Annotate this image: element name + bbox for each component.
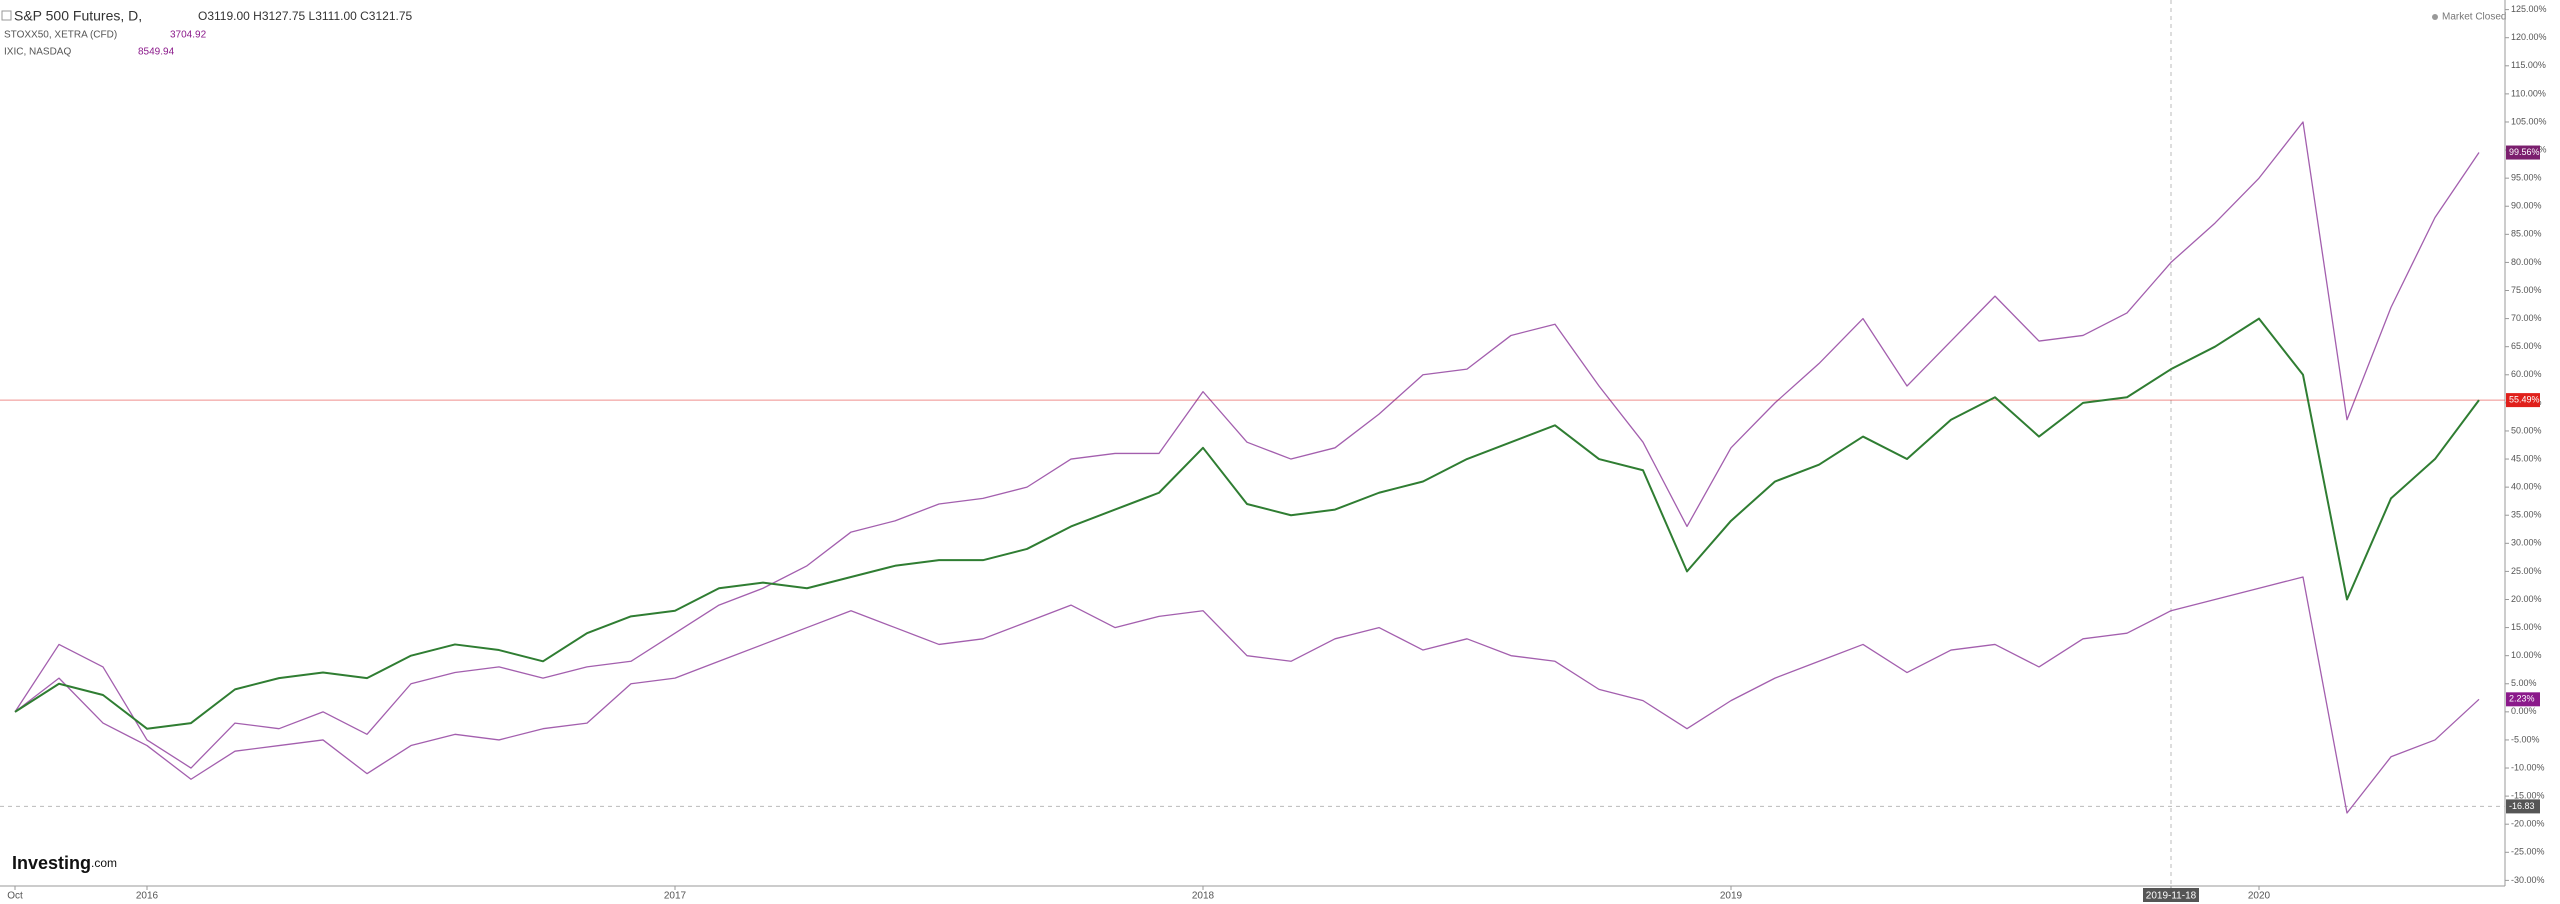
end-label: 99.56% bbox=[2509, 147, 2540, 157]
y-tick-label: -10.00% bbox=[2511, 762, 2545, 772]
brand: Investing.com bbox=[12, 853, 117, 873]
y-tick-label: 20.00% bbox=[2511, 594, 2542, 604]
series-line bbox=[14, 121, 2480, 769]
compare-last: 3704.92 bbox=[170, 30, 207, 41]
end-label: 55.49% bbox=[2509, 394, 2540, 404]
y-tick-label: 0.00% bbox=[2511, 706, 2537, 716]
end-label-box bbox=[2506, 692, 2540, 707]
status-dot bbox=[2432, 14, 2438, 20]
x-tick-label: 2016 bbox=[136, 891, 159, 902]
collapse-icon[interactable] bbox=[1, 10, 12, 21]
x-tick-label: 2019 bbox=[1720, 891, 1743, 902]
y-tick-label: 35.00% bbox=[2511, 510, 2542, 520]
crosshair-y-box bbox=[2506, 799, 2540, 814]
y-tick-label: -5.00% bbox=[2511, 734, 2540, 744]
y-tick-label: 50.00% bbox=[2511, 425, 2542, 435]
y-tick-label: -15.00% bbox=[2511, 790, 2545, 800]
y-tick-label: 60.00% bbox=[2511, 369, 2542, 379]
series-line bbox=[14, 576, 2480, 814]
y-tick-label: 25.00% bbox=[2511, 566, 2542, 576]
x-tick-label: 2017 bbox=[664, 891, 687, 902]
x-tick-label: 2020 bbox=[2248, 891, 2271, 902]
compare-last: 8549.94 bbox=[138, 47, 175, 58]
crosshair-y-label: -16.83 bbox=[2509, 801, 2535, 811]
y-tick-label: -25.00% bbox=[2511, 847, 2545, 857]
y-tick-label: 105.00% bbox=[2511, 116, 2547, 126]
y-tick-label: 120.00% bbox=[2511, 32, 2547, 42]
y-tick-label: 15.00% bbox=[2511, 622, 2542, 632]
y-tick-label: 115.00% bbox=[2511, 60, 2546, 70]
x-tick-label: Oct bbox=[7, 891, 23, 902]
ohlc: O3119.00 H3127.75 L3111.00 C3121.75 bbox=[198, 9, 413, 23]
series-line bbox=[14, 317, 2480, 730]
x-tick-label: 2019-11-18 bbox=[2146, 891, 2197, 902]
symbol[interactable]: S&P 500 Futures, D, bbox=[14, 8, 142, 24]
y-tick-label: -20.00% bbox=[2511, 819, 2545, 829]
y-tick-label: 45.00% bbox=[2511, 453, 2542, 463]
y-tick-label: 85.00% bbox=[2511, 229, 2542, 239]
end-label: 2.23% bbox=[2509, 694, 2535, 704]
y-tick-label: 5.00% bbox=[2511, 678, 2537, 688]
crosshair-x-box bbox=[2143, 888, 2199, 902]
y-tick-label: 90.00% bbox=[2511, 201, 2542, 211]
compare-name[interactable]: STOXX50, XETRA (CFD) bbox=[4, 30, 117, 41]
y-tick-label: 70.00% bbox=[2511, 313, 2542, 323]
y-tick-label: -30.00% bbox=[2511, 875, 2545, 885]
end-label-box bbox=[2506, 145, 2540, 160]
y-tick-label: 40.00% bbox=[2511, 482, 2542, 492]
y-tick-label: 80.00% bbox=[2511, 257, 2542, 267]
y-tick-label: 110.00% bbox=[2511, 88, 2546, 98]
status: Market Closed bbox=[2442, 12, 2506, 23]
y-tick-label: 75.00% bbox=[2511, 285, 2542, 295]
end-label-box bbox=[2506, 393, 2540, 408]
y-tick-label: 65.00% bbox=[2511, 341, 2542, 351]
x-tick-label: 2018 bbox=[1192, 891, 1215, 902]
y-tick-label: 95.00% bbox=[2511, 173, 2542, 183]
y-tick-label: 125.00% bbox=[2511, 4, 2547, 14]
y-tick-label: 30.00% bbox=[2511, 538, 2542, 548]
y-tick-label: 10.00% bbox=[2511, 650, 2542, 660]
compare-name[interactable]: IXIC, NASDAQ bbox=[4, 47, 71, 58]
